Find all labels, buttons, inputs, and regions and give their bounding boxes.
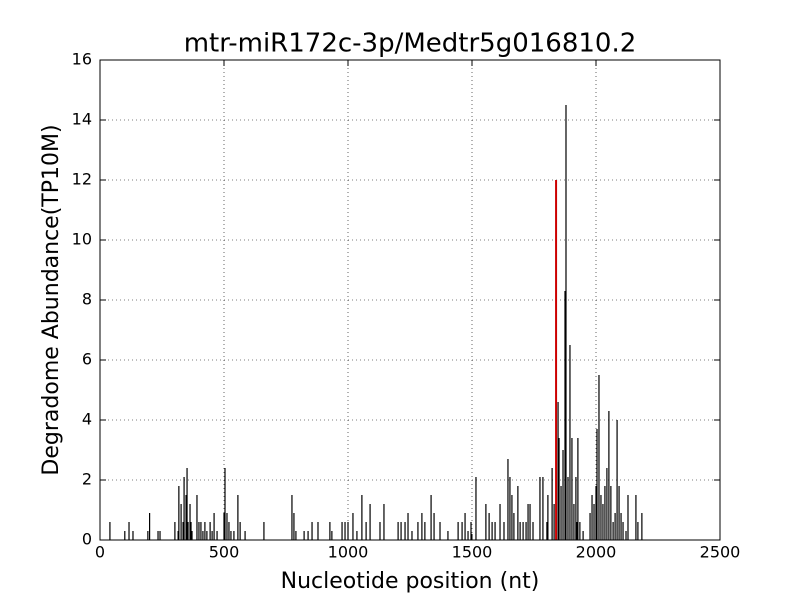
y-tick-label: 0 [82,530,92,549]
y-tick-label: 12 [72,170,92,189]
y-tick-label: 8 [82,290,92,309]
chart-title: mtr-miR172c-3p/Medtr5g016810.2 [184,29,637,59]
y-tick-label: 4 [82,410,92,429]
y-tick-label: 6 [82,350,92,369]
x-tick-label: 1500 [452,543,493,562]
x-axis-label: Nucleotide position (nt) [281,569,540,594]
x-tick-label: 2500 [700,543,741,562]
x-tick-label: 1000 [328,543,369,562]
plot-frame [99,59,721,541]
x-tick-label: 2000 [576,543,617,562]
y-tick-label: 2 [82,470,92,489]
x-tick-label: 500 [209,543,240,562]
x-tick-label: 0 [95,543,105,562]
y-axis-label: Degradome Abundance(TP10M) [39,124,64,475]
y-tick-label: 10 [72,230,92,249]
y-tick-label: 14 [72,110,92,129]
y-tick-label: 16 [72,50,92,69]
